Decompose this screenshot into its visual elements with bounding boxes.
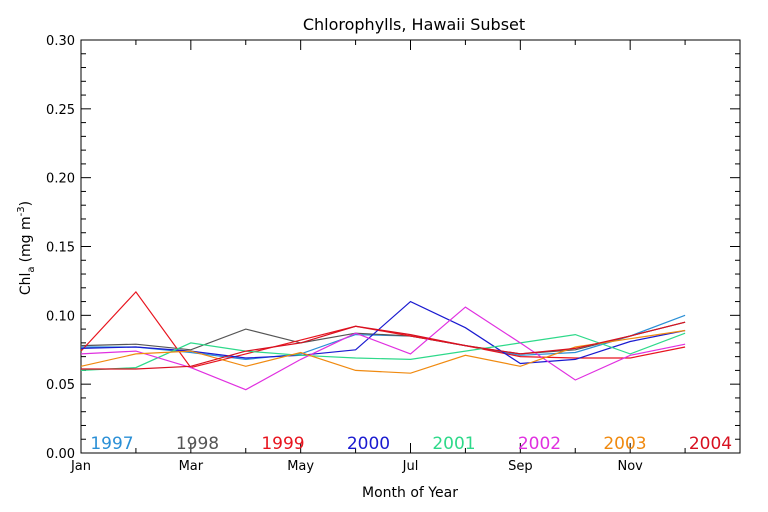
legend-item-2002: 2002 (518, 434, 561, 454)
series-line-2004 (81, 321, 686, 370)
series-lines (80, 290, 686, 391)
series-line-1999 (80, 290, 686, 369)
x-axis-ticks: Jan Mar May Jul Sep Nov (70, 40, 741, 474)
y-axis-label-main: Chl (18, 273, 34, 296)
legend-item-2003: 2003 (603, 434, 646, 454)
series-line-2002 (80, 306, 686, 391)
legend: 1997 1998 1999 2000 2001 2002 2003 2004 (90, 434, 732, 454)
y-axis-label-unit: (mg m (18, 216, 34, 262)
y-axis-label-subscript: a (26, 266, 37, 272)
series-line-2000 (80, 300, 686, 365)
legend-item-1997: 1997 (90, 434, 133, 454)
chart-title: Chlorophylls, Hawaii Subset (303, 15, 525, 34)
y-axis-label: Chla (mg m-3) (16, 201, 37, 295)
y-tick-label: 0.15 (46, 241, 75, 256)
x-tick-label: Jul (402, 459, 419, 474)
y-tick-label: 0.10 (46, 309, 75, 324)
x-tick-label: Sep (508, 459, 533, 474)
legend-item-2004: 2004 (689, 434, 732, 454)
y-axis-label-close: ) (18, 201, 34, 206)
legend-item-2000: 2000 (347, 434, 390, 454)
series-line-2001 (80, 332, 686, 371)
x-tick-label: Jan (70, 459, 91, 474)
y-axis-ticks: 0.00 0.05 0.10 0.15 0.20 0.25 0.30 (46, 34, 740, 462)
legend-item-1999: 1999 (261, 434, 304, 454)
y-tick-label: 0.30 (46, 34, 75, 49)
legend-item-1998: 1998 (176, 434, 219, 454)
x-axis-label: Month of Year (362, 485, 458, 501)
y-axis-label-superscript: -3 (16, 206, 27, 216)
series-line-2003 (80, 329, 686, 374)
legend-item-2001: 2001 (432, 434, 475, 454)
x-tick-label: Nov (617, 459, 643, 474)
x-tick-label: Mar (179, 459, 204, 474)
y-tick-label: 0.25 (46, 103, 75, 118)
y-tick-label: 0.00 (46, 447, 75, 462)
x-tick-label: May (287, 459, 314, 474)
series-line-1998 (80, 321, 686, 355)
y-tick-label: 0.20 (46, 172, 75, 187)
y-tick-label: 0.05 (46, 378, 75, 393)
